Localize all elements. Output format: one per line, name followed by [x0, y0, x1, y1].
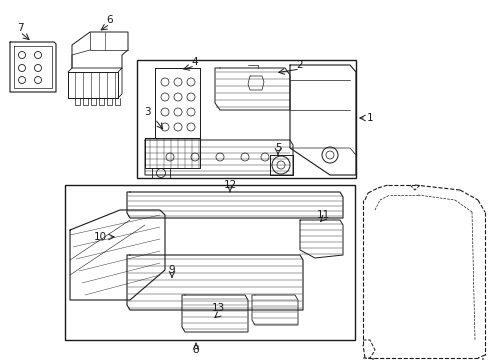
Text: 8: 8 — [192, 345, 199, 355]
Text: 11: 11 — [316, 210, 329, 220]
Bar — [137, 60, 355, 178]
Text: 5: 5 — [274, 143, 281, 153]
Text: 13: 13 — [211, 303, 224, 313]
Text: 3: 3 — [143, 107, 150, 117]
Text: 10: 10 — [93, 232, 106, 242]
Text: 1: 1 — [366, 113, 372, 123]
Text: 6: 6 — [106, 15, 113, 25]
Text: 2: 2 — [296, 60, 303, 70]
Text: 12: 12 — [223, 180, 236, 190]
Text: 9: 9 — [168, 265, 175, 275]
Bar — [65, 185, 354, 340]
Text: 7: 7 — [17, 23, 23, 33]
Text: 4: 4 — [191, 57, 198, 67]
